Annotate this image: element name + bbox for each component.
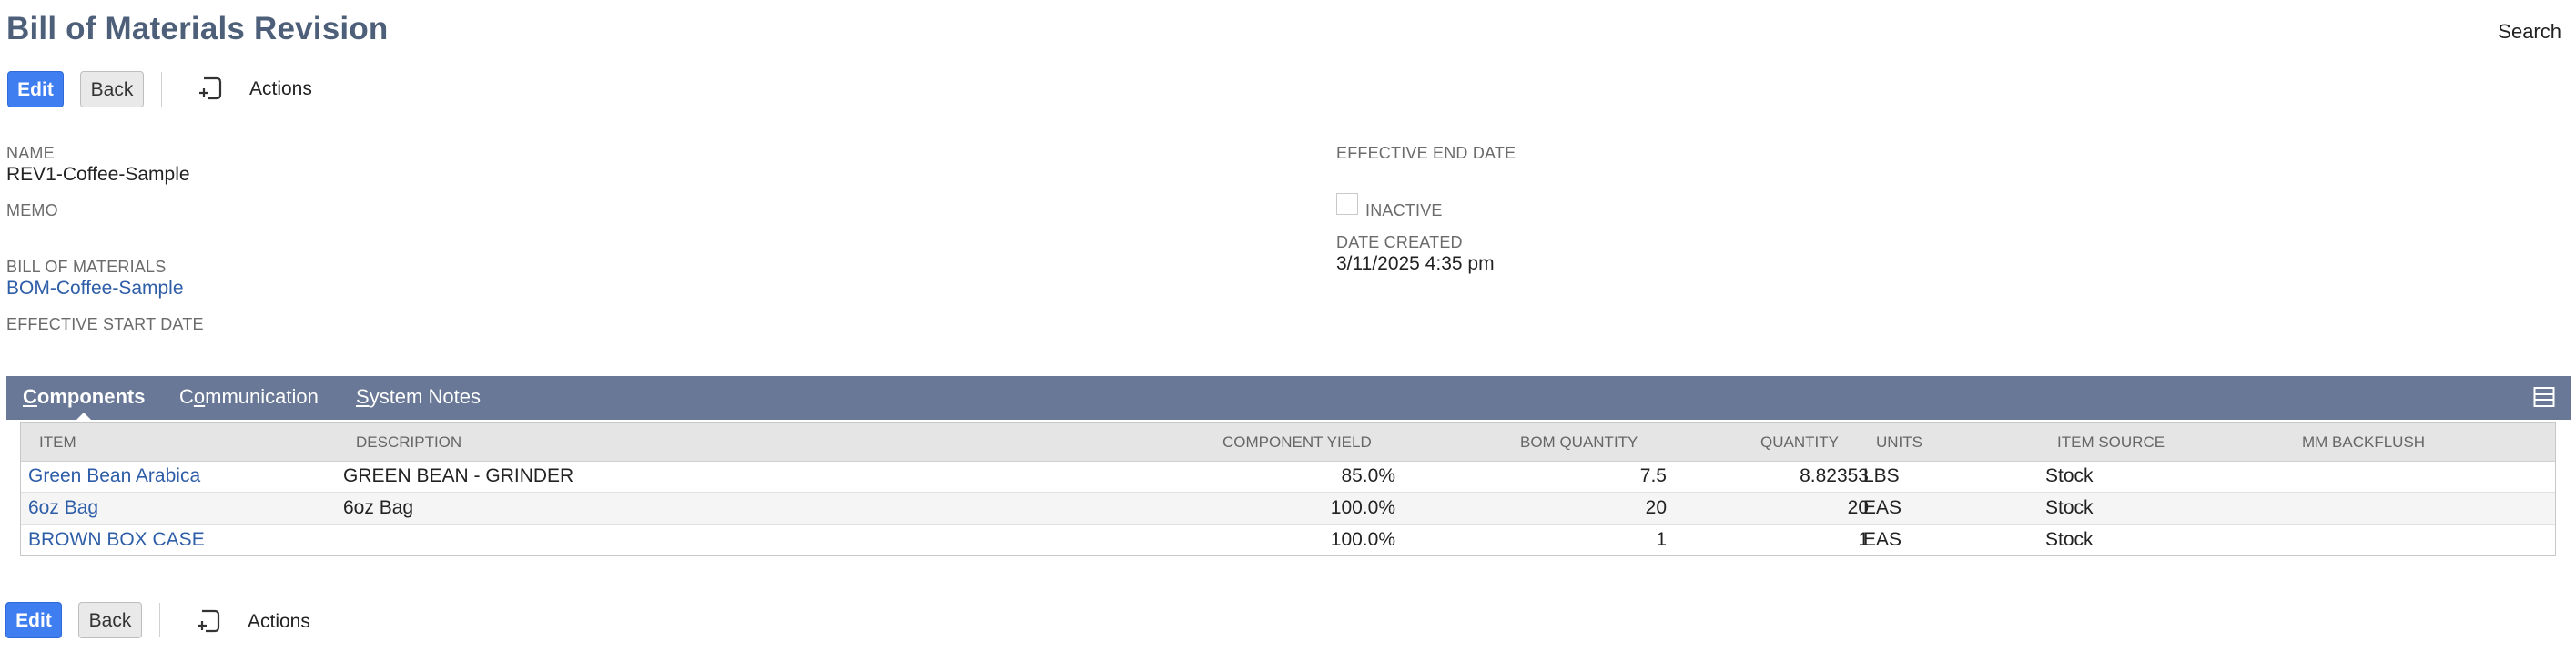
actions-icon[interactable] [195, 607, 222, 635]
memo-label: MEMO [6, 201, 58, 219]
search-link[interactable]: Search [2498, 20, 2561, 43]
row-quantity: 1 [1858, 529, 1869, 550]
col-item: ITEM [39, 433, 76, 451]
tab-communication-label: mmunication [205, 385, 319, 408]
layout-toggle-icon[interactable] [2533, 386, 2555, 408]
row-quantity: 20 [1847, 497, 1869, 518]
tab-components-label: omponents [36, 385, 146, 408]
actions-icon[interactable] [197, 75, 224, 102]
row-item-source: Stock [2045, 465, 2094, 486]
components-grid: ITEM DESCRIPTION COMPONENT YIELD BOM QUA… [20, 422, 2556, 556]
row-yield: 100.0% [1330, 497, 1395, 518]
actions-menu-bottom[interactable]: Actions [248, 611, 310, 632]
col-quantity: QUANTITY [1760, 433, 1839, 451]
active-tab-pointer [76, 413, 92, 421]
effective-end-label: EFFECTIVE END DATE [1336, 144, 1516, 162]
tab-system-notes-label: ystem Notes [369, 385, 481, 408]
row-item-link[interactable]: Green Bean Arabica [28, 465, 201, 486]
row-units: EAS [1863, 497, 1902, 518]
row-item-link[interactable]: BROWN BOX CASE [28, 529, 205, 550]
row-units: LBS [1863, 465, 1900, 486]
bom-link[interactable]: BOM-Coffee-Sample [6, 278, 184, 299]
col-component-yield: COMPONENT YIELD [1222, 433, 1372, 451]
tab-system-notes[interactable]: System Notes [356, 385, 481, 409]
subtab-bar: Components Communication System Notes [6, 376, 2571, 420]
table-row: BROWN BOX CASE 100.0% 1 1 EAS Stock [21, 525, 2555, 556]
row-yield: 85.0% [1341, 465, 1395, 486]
table-row: 6oz Bag 6oz Bag 100.0% 20 20 EAS Stock [21, 493, 2555, 525]
col-description: DESCRIPTION [356, 433, 462, 451]
back-button[interactable]: Back [80, 71, 144, 107]
col-mm-backflush: MM BACKFLUSH [2302, 433, 2426, 451]
grid-header: ITEM DESCRIPTION COMPONENT YIELD BOM QUA… [21, 423, 2555, 462]
tab-components[interactable]: Components [23, 385, 145, 409]
inactive-checkbox[interactable] [1336, 193, 1358, 215]
name-label: NAME [6, 144, 55, 162]
row-description: GREEN BEAN - GRINDER [343, 465, 574, 486]
row-quantity: 8.82353 [1800, 465, 1869, 486]
date-created-value: 3/11/2025 4:35 pm [1336, 253, 1495, 274]
row-item-source: Stock [2045, 497, 2094, 518]
col-units: UNITS [1876, 433, 1922, 451]
toolbar-separator-bottom [159, 603, 160, 637]
col-bom-quantity: BOM QUANTITY [1520, 433, 1638, 451]
inactive-label: INACTIVE [1365, 201, 1443, 219]
bom-label: BILL OF MATERIALS [6, 258, 167, 276]
tab-system-notes-hotkey: S [356, 385, 370, 408]
edit-button[interactable]: Edit [7, 71, 64, 107]
row-bom-quantity: 1 [1656, 529, 1667, 550]
row-bom-quantity: 20 [1645, 497, 1667, 518]
toolbar-separator [161, 72, 162, 107]
tab-communication-hotkey: o [193, 385, 206, 408]
date-created-label: DATE CREATED [1336, 233, 1463, 251]
col-item-source: ITEM SOURCE [2057, 433, 2165, 451]
tab-communication-first: C [179, 385, 194, 408]
row-item-source: Stock [2045, 529, 2094, 550]
tab-components-hotkey: C [23, 385, 37, 408]
row-item-link[interactable]: 6oz Bag [28, 497, 99, 518]
row-yield: 100.0% [1330, 529, 1395, 550]
row-bom-quantity: 7.5 [1639, 465, 1667, 486]
name-value: REV1-Coffee-Sample [6, 164, 190, 185]
table-row: Green Bean Arabica GREEN BEAN - GRINDER … [21, 461, 2555, 493]
actions-menu[interactable]: Actions [249, 78, 312, 99]
back-button-bottom[interactable]: Back [78, 602, 142, 638]
row-description: 6oz Bag [343, 497, 414, 518]
edit-button-bottom[interactable]: Edit [5, 602, 62, 638]
effective-start-label: EFFECTIVE START DATE [6, 315, 204, 333]
page-title: Bill of Materials Revision [6, 11, 389, 46]
tab-communication[interactable]: Communication [179, 385, 319, 409]
row-units: EAS [1863, 529, 1902, 550]
